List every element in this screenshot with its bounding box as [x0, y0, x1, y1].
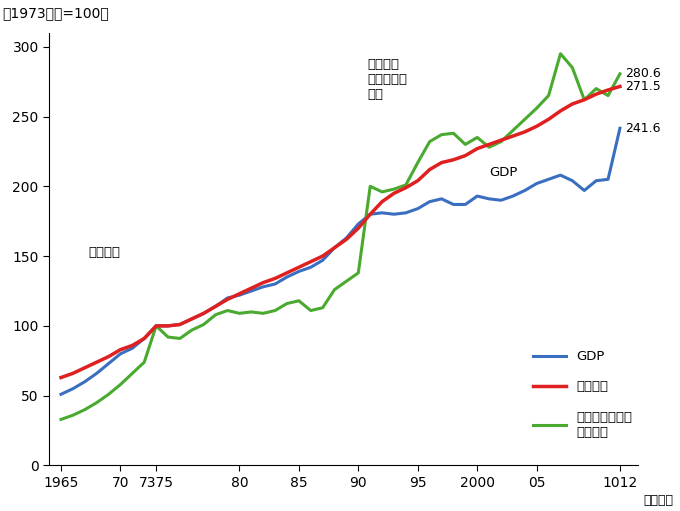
Text: 業務部門
エネルギー
消費: 業務部門 エネルギー 消費 [368, 58, 408, 101]
Text: 241.6: 241.6 [625, 122, 660, 135]
Text: GDP: GDP [489, 166, 517, 179]
Legend: GDP, 延床面積, 業務部門エネル
ギー消費: GDP, 延床面積, 業務部門エネル ギー消費 [528, 345, 638, 444]
Text: （1973年度=100）: （1973年度=100） [2, 6, 109, 20]
Text: 延床面積: 延床面積 [88, 246, 120, 259]
Text: 280.6: 280.6 [625, 67, 660, 80]
Text: （年度）: （年度） [644, 494, 674, 506]
Text: 271.5: 271.5 [625, 80, 660, 93]
